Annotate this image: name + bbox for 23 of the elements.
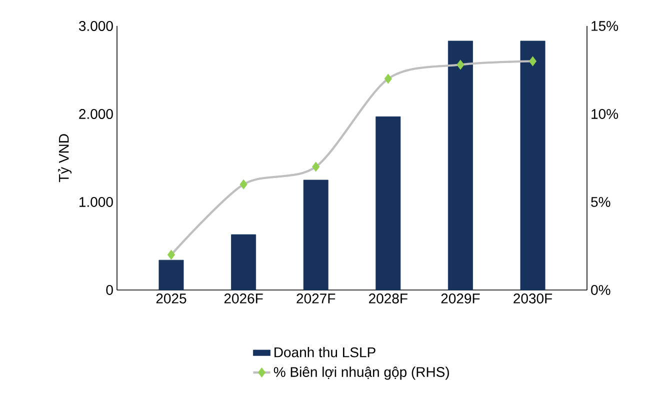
x-tick-label: 2025 [156,294,186,304]
x-tick-label: 2027F [296,294,336,304]
x-tick-label: 2026F [224,294,263,304]
y2-tick-label: 15% [592,21,618,31]
y2-tick-label: 5% [591,197,610,207]
x-tick-label: 2029F [441,294,480,304]
bar [158,260,184,290]
y-tick-label: 2.000 [79,109,113,119]
y-tick-label: 1.000 [80,197,113,207]
y-tick-label: 3.000 [78,21,113,31]
y2-tick-label: 10% [592,109,618,119]
x-tick-label: 2028F [369,294,408,304]
y-axis-title: Tỷ VND [58,134,72,182]
bar [231,234,256,290]
bar [448,40,473,290]
bar [303,180,328,290]
bar [520,40,546,290]
legend-label: % Biên lợi nhuận gộp (RHS) [274,366,449,380]
legend-label: Doanh thu LSLP [274,346,376,358]
y2-tick-label: 0% [591,285,610,295]
x-tick-label: 2030F [514,294,552,304]
y-tick-label: 0 [106,285,113,295]
bar [376,116,401,290]
